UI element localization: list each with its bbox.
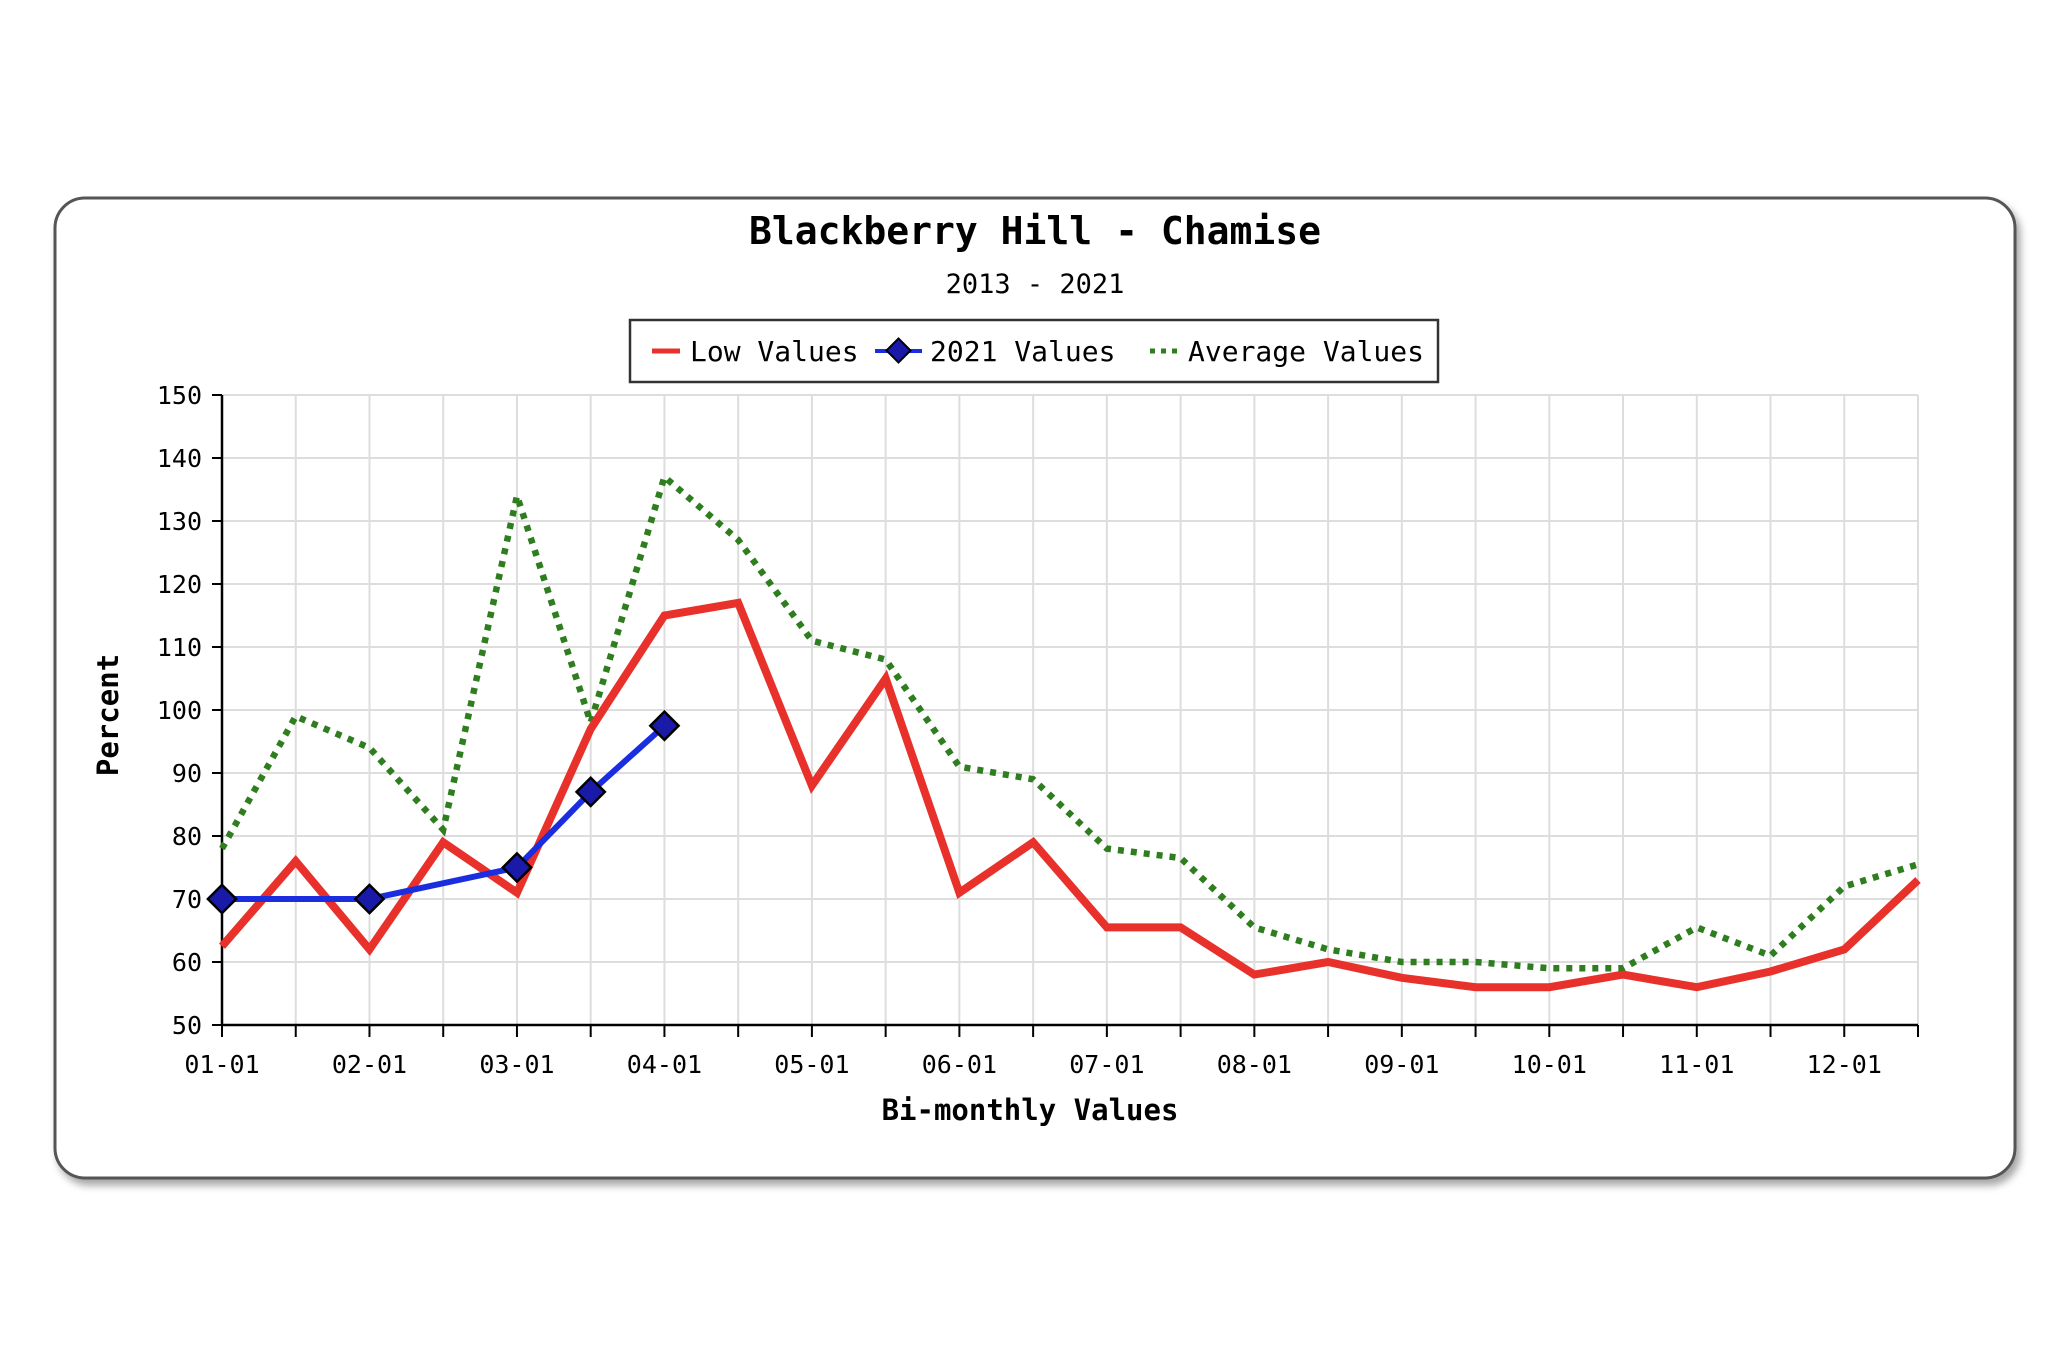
x-tick-label: 02-01 bbox=[332, 1050, 407, 1079]
y-tick-label: 70 bbox=[172, 885, 202, 914]
data-point-2021-values bbox=[574, 775, 607, 808]
x-tick-label: 06-01 bbox=[922, 1050, 997, 1079]
x-tick-label: 01-01 bbox=[184, 1050, 259, 1079]
y-tick-label: 100 bbox=[157, 696, 202, 725]
x-tick-label: 03-01 bbox=[479, 1050, 554, 1079]
y-tick-label: 130 bbox=[157, 507, 202, 536]
data-point-2021-values bbox=[501, 851, 533, 884]
chart-frame bbox=[53, 196, 2017, 1180]
series-line-average-values bbox=[219, 471, 1919, 972]
y-tick-label: 50 bbox=[172, 1011, 202, 1040]
y-tick-label: 140 bbox=[157, 444, 202, 473]
y-tick-label: 60 bbox=[172, 948, 202, 977]
x-tick-label: 04-01 bbox=[627, 1050, 702, 1079]
x-tick-label: 10-01 bbox=[1512, 1050, 1587, 1079]
data-point-2021-values bbox=[206, 883, 238, 915]
legend-low-values-label: Low Values bbox=[690, 335, 859, 368]
x-axis-label: Bi-monthly Values bbox=[882, 1093, 1179, 1127]
legend-average-values-label: Average Values bbox=[1188, 335, 1424, 368]
chart-subtitle: 2013 - 2021 bbox=[946, 269, 1125, 300]
x-tick-label: 08-01 bbox=[1217, 1050, 1292, 1079]
data-point-2021-values bbox=[353, 883, 386, 915]
x-tick-label: 11-01 bbox=[1659, 1050, 1734, 1079]
y-tick-label: 120 bbox=[157, 570, 202, 599]
x-tick-label: 09-01 bbox=[1364, 1050, 1439, 1079]
legend-box bbox=[628, 318, 1440, 384]
y-tick-label: 80 bbox=[172, 822, 202, 851]
legend-2021-values-label: 2021 Values bbox=[930, 335, 1115, 368]
x-tick-label: 07-01 bbox=[1069, 1050, 1144, 1079]
y-tick-label: 150 bbox=[157, 381, 202, 410]
series-line-low-values bbox=[218, 598, 1921, 992]
data-point-2021-values bbox=[648, 709, 681, 742]
y-axis-label: Percent bbox=[91, 654, 125, 776]
chart-title: Blackberry Hill - Chamise bbox=[749, 209, 1321, 253]
series-layer bbox=[206, 471, 1921, 992]
legend: Low Values 2021 Values Average Values bbox=[628, 318, 1440, 384]
legend-2021-values-marker bbox=[885, 337, 912, 364]
y-tick-label: 110 bbox=[157, 633, 202, 662]
x-tick-label: 12-01 bbox=[1807, 1050, 1882, 1079]
x-tick-label: 05-01 bbox=[774, 1050, 849, 1079]
y-tick-label: 90 bbox=[172, 759, 202, 788]
x-tick-labels: 01-01 02-01 03-01 04-01 05-01 06-01 07-01 08-01… bbox=[184, 1050, 1882, 1079]
y-tick-labels: 50 60 70 80 90 100 110 120 130 140 150 bbox=[157, 381, 202, 1040]
